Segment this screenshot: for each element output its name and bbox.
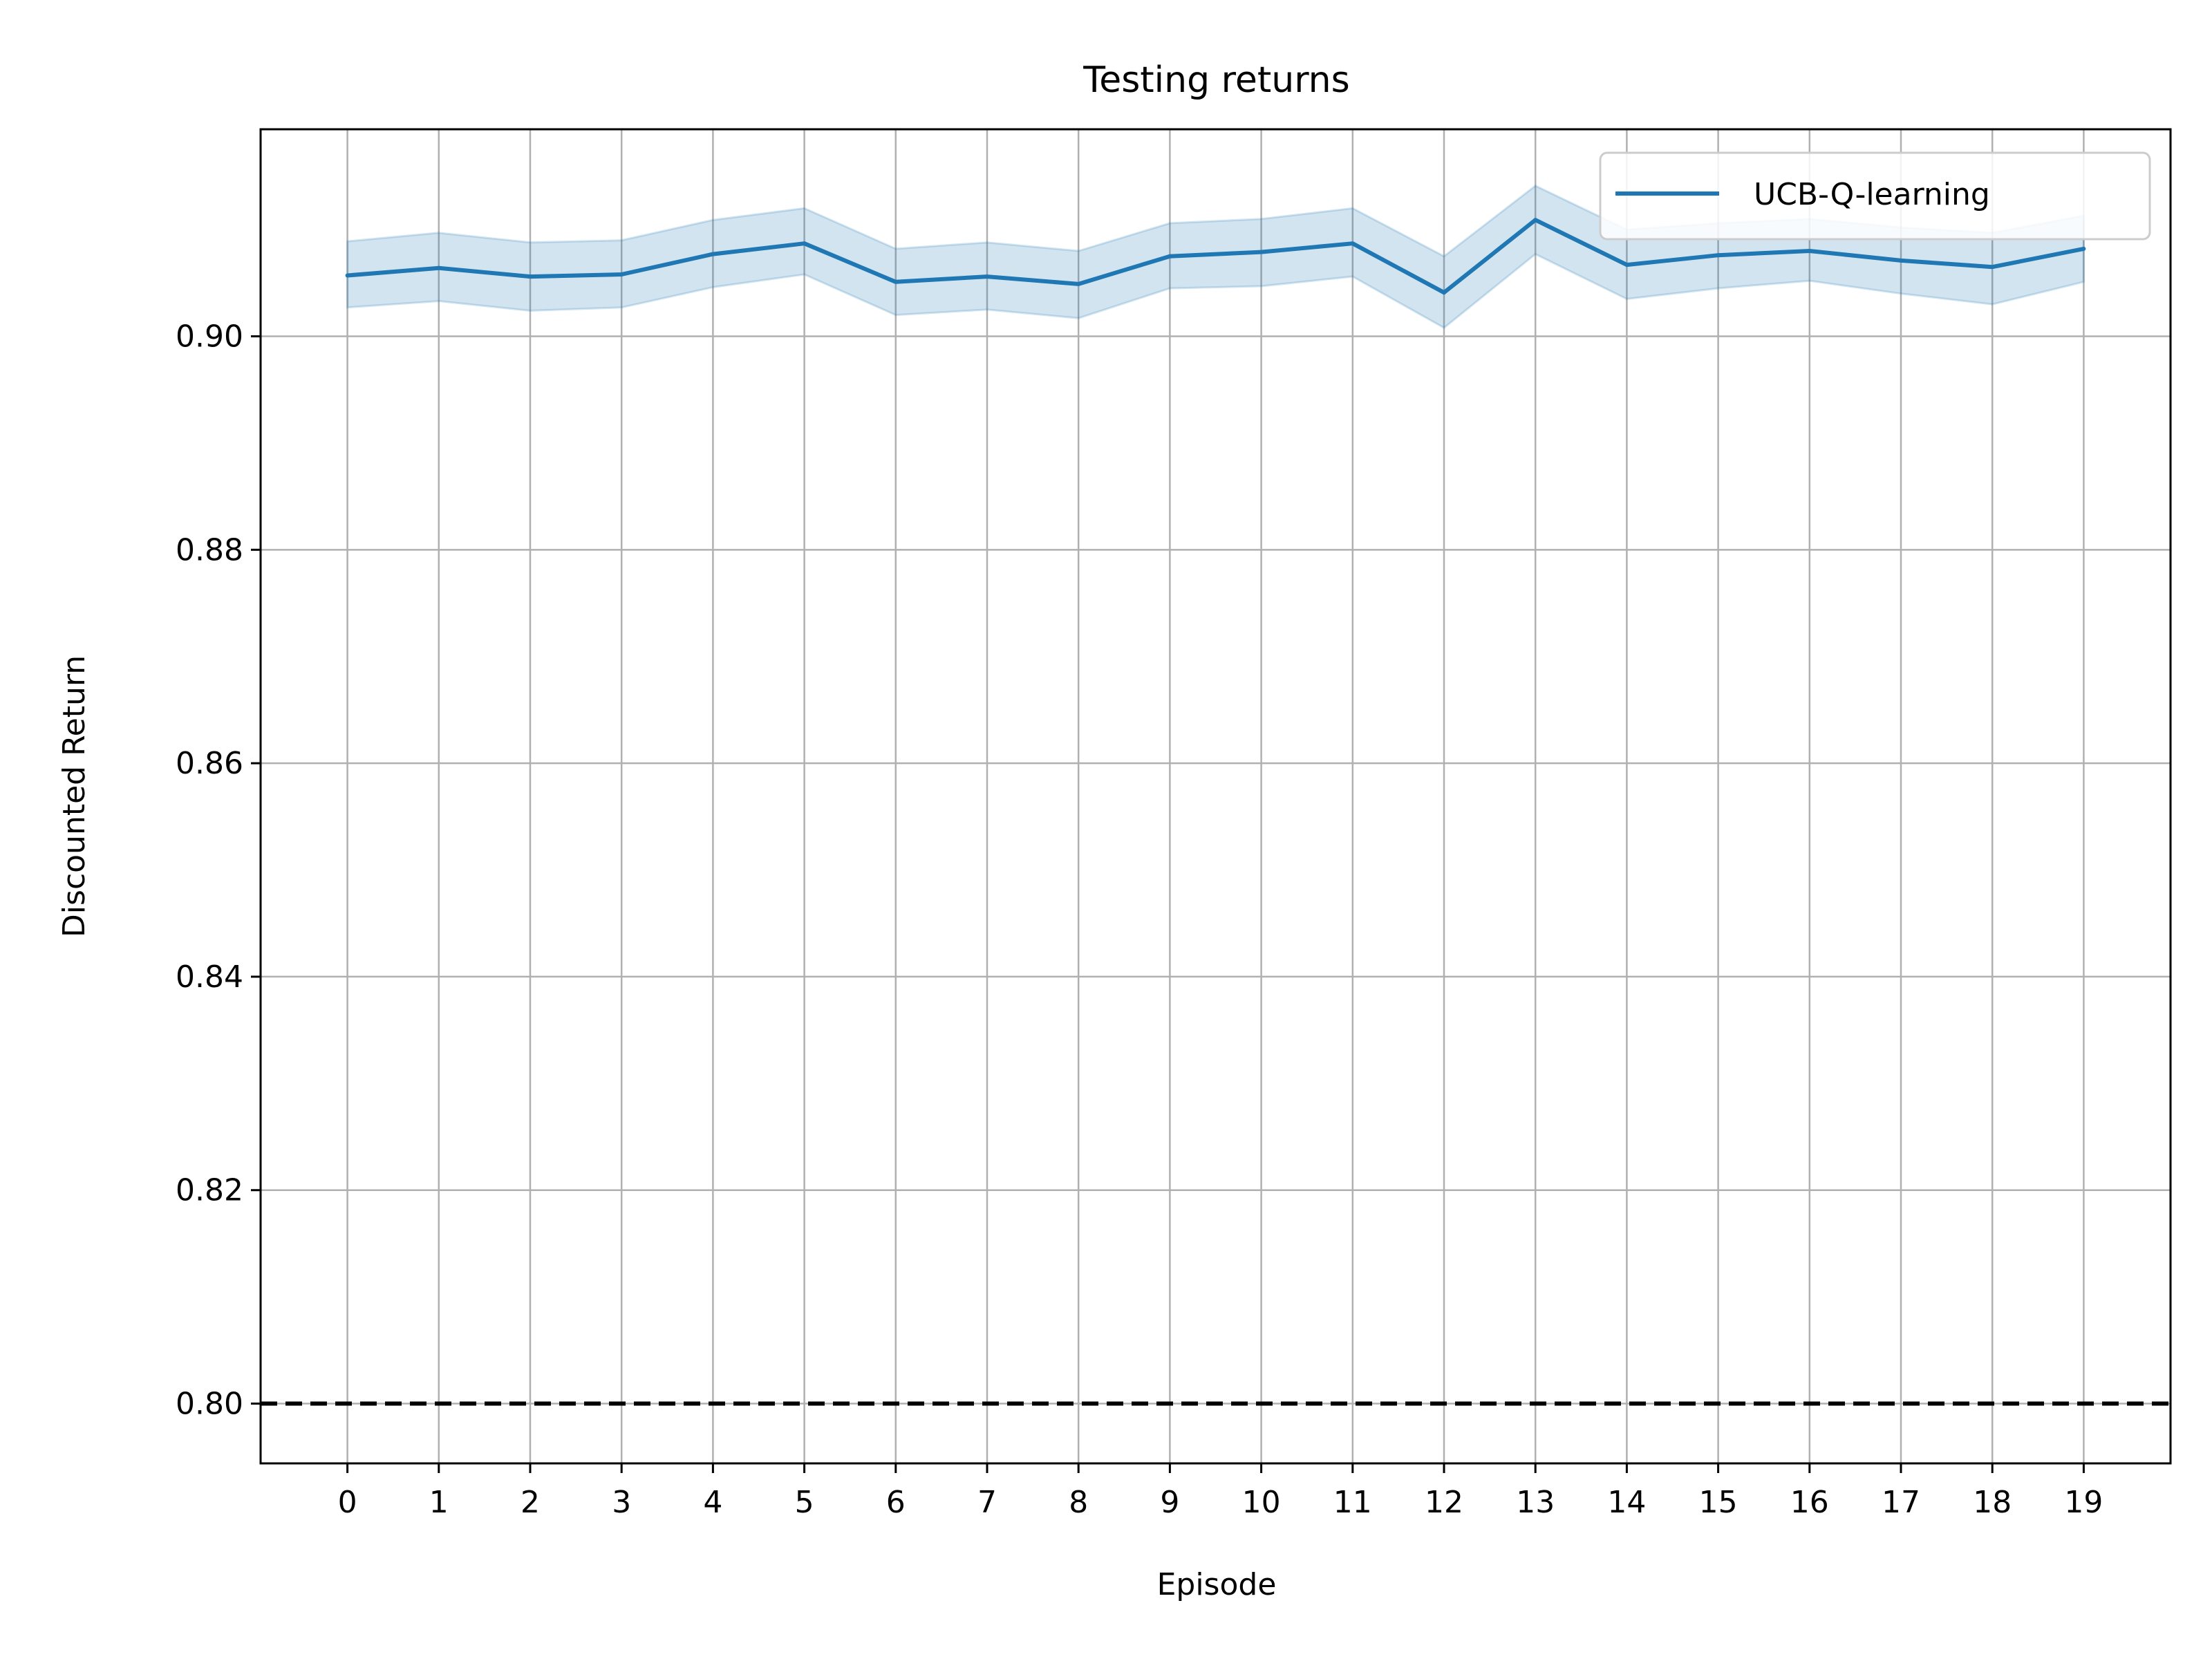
- y-tick-label: 0.86: [176, 746, 243, 781]
- data-point: [1168, 254, 1172, 259]
- data-point: [619, 272, 624, 276]
- confidence-bands: [346, 185, 2085, 330]
- data-point: [1990, 265, 1995, 270]
- chart-title: Testing returns: [1082, 59, 1349, 101]
- x-tick-label: 4: [703, 1485, 722, 1520]
- data-point: [1533, 218, 1538, 223]
- data-point: [2081, 246, 2086, 251]
- x-tick-label: 7: [977, 1485, 997, 1520]
- legend-box: [1599, 151, 2151, 241]
- data-point: [1624, 263, 1629, 268]
- x-tick-label: 5: [795, 1485, 814, 1520]
- data-point: [1350, 241, 1355, 246]
- data-point: [1259, 250, 1264, 254]
- data-point: [345, 273, 350, 278]
- x-tick-label: 14: [1607, 1485, 1646, 1520]
- x-tick-label: 18: [1973, 1485, 2012, 1520]
- x-tick-label: 6: [886, 1485, 906, 1520]
- x-tick-label: 11: [1333, 1485, 1372, 1520]
- x-tick-label: 0: [338, 1485, 357, 1520]
- confidence-band: [346, 185, 2085, 330]
- data-point: [1442, 290, 1447, 295]
- y-axis-label: Discounted Return: [57, 655, 92, 937]
- x-tick-label: 16: [1790, 1485, 1829, 1520]
- y-tick-label: 0.88: [176, 532, 243, 568]
- data-point: [711, 252, 715, 256]
- data-point: [1716, 253, 1721, 258]
- data-point: [802, 241, 807, 246]
- legend-label: UCB-Q-learning: [1754, 177, 1990, 212]
- data-point: [1807, 249, 1812, 254]
- y-tick-label: 0.82: [176, 1173, 243, 1208]
- legend: UCB-Q-learning: [1599, 151, 2151, 241]
- y-axis-ticks: 0.80 0.82 0.84 0.86 0.88 0.90: [176, 319, 261, 1422]
- x-tick-label: 17: [1882, 1485, 1920, 1520]
- x-tick-label: 2: [521, 1485, 540, 1520]
- data-point: [1899, 258, 1904, 263]
- x-axis-ticks: 0 1 2 3 4 5 6 7 8 9 10 11 12 13 14 15 16 17 18 19: [338, 1463, 2103, 1520]
- x-tick-label: 13: [1516, 1485, 1555, 1520]
- x-tick-label: 3: [612, 1485, 631, 1520]
- y-tick-label: 0.84: [176, 959, 243, 995]
- data-point: [1076, 281, 1081, 286]
- data-point: [436, 265, 441, 270]
- series-lines: [345, 218, 2086, 295]
- x-tick-label: 10: [1242, 1485, 1281, 1520]
- x-axis-label: Episode: [1157, 1567, 1277, 1602]
- y-tick-label: 0.80: [176, 1387, 243, 1422]
- x-tick-label: 8: [1069, 1485, 1088, 1520]
- data-point: [527, 274, 532, 279]
- x-tick-label: 1: [429, 1485, 449, 1520]
- x-tick-label: 12: [1425, 1485, 1463, 1520]
- series-line: [347, 218, 2084, 295]
- x-tick-label: 19: [2064, 1485, 2103, 1520]
- y-tick-label: 0.90: [176, 319, 243, 355]
- data-point: [893, 279, 898, 284]
- plot-frame: [259, 128, 2172, 1465]
- data-point: [984, 274, 989, 279]
- x-tick-label: 15: [1699, 1485, 1738, 1520]
- grid-lines: [261, 129, 2171, 1463]
- x-tick-label: 9: [1160, 1485, 1179, 1520]
